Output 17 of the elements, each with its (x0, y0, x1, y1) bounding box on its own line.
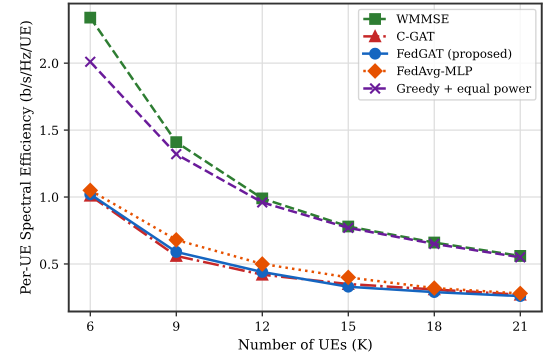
legend-label: Greedy + equal power (397, 84, 532, 96)
y-tick-label: 2.0 (40, 58, 58, 68)
x-tick-label: 18 (428, 321, 442, 331)
x-tick-label: 21 (513, 321, 526, 331)
x-axis-title: Number of UEs (K) (238, 338, 372, 352)
y-axis-title: Per-UE Spectral Efficiency (b/s/Hz/UE) (20, 21, 34, 294)
x-tick-label: 9 (173, 321, 180, 331)
legend-label: FedGAT (proposed) (396, 48, 512, 60)
y-tick-label: 0.5 (40, 259, 58, 269)
legend-label: WMMSE (396, 14, 448, 24)
x-tick-label: 6 (87, 321, 94, 331)
legend-label: FedAvg-MLP (396, 66, 472, 78)
legend-label: C-GAT (397, 32, 434, 41)
y-tick-label: 1.5 (40, 126, 58, 136)
y-tick-label: 1.0 (40, 192, 58, 202)
x-tick-label: 12 (256, 321, 269, 331)
x-tick-label: 15 (342, 321, 356, 331)
